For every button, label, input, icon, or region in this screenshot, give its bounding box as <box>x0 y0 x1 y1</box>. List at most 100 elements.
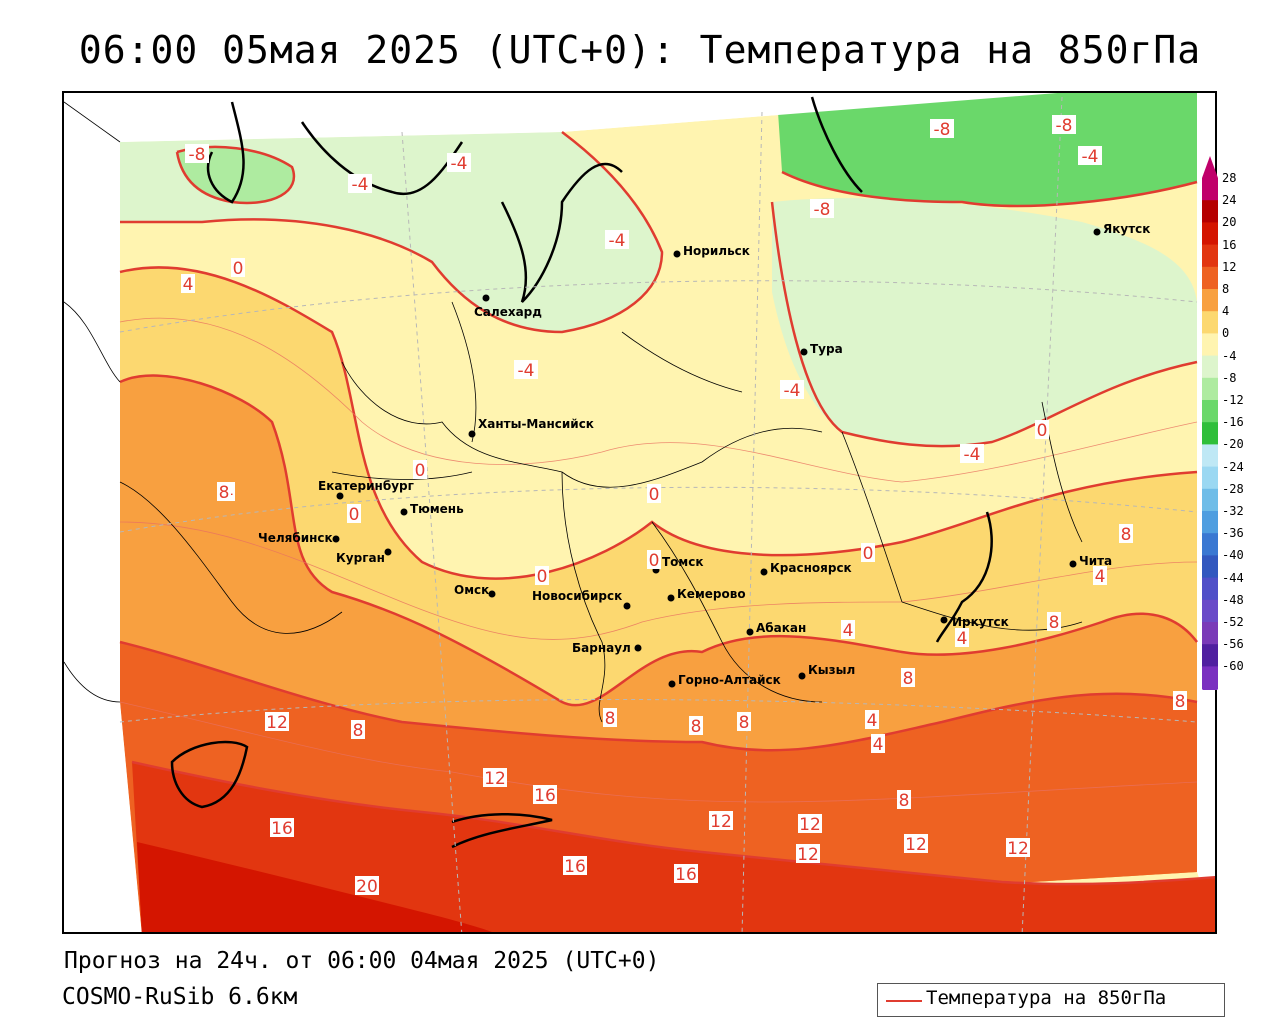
colorscale-swatch <box>1202 444 1218 468</box>
city-label-barnaul: Барнаул <box>572 641 631 655</box>
contour-label-bg <box>535 566 549 585</box>
model-name: COSMO-RuSib 6.6км <box>62 984 298 1010</box>
region-borders <box>64 101 1083 723</box>
city-label-khanty-mansiysk: Ханты-Мансийск <box>478 417 594 431</box>
colorscale-tick-label: 12 <box>1222 259 1237 274</box>
contour-value-label: 8 <box>691 717 702 737</box>
contour-value-label: -8 <box>934 120 951 140</box>
colorscale-swatch <box>1202 222 1218 246</box>
contour-value-label: 12 <box>797 845 819 865</box>
contour-value-label: -8 <box>189 145 206 165</box>
contour-value-label: 4 <box>843 621 854 641</box>
colorscale-arrow-bottom <box>1202 688 1218 690</box>
contour-label-bg <box>348 174 372 193</box>
colorscale-tick-label: -4 <box>1222 348 1237 363</box>
colorscale-tick-label: -60 <box>1222 659 1244 674</box>
contour-label-bg <box>351 720 365 739</box>
temperature-map[interactable]: Салехард Норильск Якутск Тура Ханты-Манс… <box>62 91 1217 934</box>
contour-value-label: 16 <box>564 857 586 877</box>
contour-label-bg <box>447 153 471 172</box>
map-legend: Температура на 850гПа <box>877 983 1225 1017</box>
contour-value-label: -4 <box>352 175 369 195</box>
city-label-chelyabinsk: Челябинск <box>258 531 333 545</box>
outside-domain-top <box>64 93 1215 202</box>
colorscale-tick-label: -8 <box>1222 370 1237 385</box>
contour-label-bg <box>737 712 751 731</box>
contour-value-label: 0 <box>537 567 548 587</box>
city-dot <box>468 430 476 438</box>
colorscale-swatch <box>1202 400 1218 423</box>
colorscale-swatch <box>1202 622 1218 645</box>
contour-label-bg <box>1047 612 1061 631</box>
colorscale-swatch <box>1202 377 1218 401</box>
map-canvas: Салехард Норильск Якутск Тура Ханты-Манс… <box>64 93 1215 932</box>
city-label-novosibirsk: Новосибирск <box>532 589 622 603</box>
contour-value-label: 12 <box>799 815 821 835</box>
contour-value-label: 8 <box>903 669 914 689</box>
city-dot <box>667 594 675 602</box>
colorscale-swatch <box>1202 333 1218 357</box>
city-dot <box>336 492 344 500</box>
city-dot <box>384 548 392 556</box>
contour-label-bg <box>605 230 629 249</box>
contour-label-bg <box>674 864 698 883</box>
contour-value-label: 0 <box>349 505 360 525</box>
city-dot <box>1069 560 1077 568</box>
colorscale-swatch <box>1202 533 1218 556</box>
contour-label-bg <box>563 856 587 875</box>
contour-value-label: 4 <box>1095 567 1106 587</box>
contour-value-label: 8 <box>219 483 230 503</box>
contour-label-bg <box>1078 146 1102 165</box>
contour-label-bg <box>270 818 294 837</box>
contour-value-label: 16 <box>534 786 556 806</box>
contour-label-bg <box>1173 691 1187 710</box>
contour-label-bg <box>1093 566 1107 585</box>
contour-label-bg <box>603 708 617 727</box>
city-dot <box>940 616 948 624</box>
contour-value-label: 4 <box>873 735 884 755</box>
contour-label-bg <box>841 620 855 639</box>
contour-value-label: 8 <box>353 721 364 741</box>
forecast-info: Прогноз на 24ч. от 06:00 04мая 2025 (UTC… <box>64 948 660 974</box>
contour-value-label: 12 <box>266 713 288 733</box>
colorscale-tick-label: -44 <box>1222 570 1244 585</box>
colorscale-tick-label: 28 <box>1222 171 1237 185</box>
city-label-yekaterinburg: Екатеринбург <box>318 479 414 493</box>
city-dot <box>668 680 676 688</box>
city-label-omsk: Омск <box>454 583 489 597</box>
colorscale-tick-label: -48 <box>1222 592 1244 607</box>
contour-label-bg <box>871 734 885 753</box>
colorscale-swatch <box>1202 178 1218 201</box>
contour-value-label: 0 <box>649 551 660 571</box>
contour-label-bg <box>533 785 557 804</box>
colorscale-swatch <box>1202 355 1218 379</box>
contour-value-label: 8 <box>605 709 616 729</box>
city-label-krasnoyarsk: Красноярск <box>770 561 852 575</box>
band-16 <box>132 762 1215 932</box>
contour-label-bg <box>647 484 661 503</box>
colorscale-swatch <box>1202 555 1218 579</box>
colorscale-tick-label: -56 <box>1222 637 1244 652</box>
contour-value-label: 12 <box>710 812 732 832</box>
contour-label-bg <box>865 710 879 729</box>
contour-label-bg <box>185 144 209 163</box>
city-dot <box>332 535 340 543</box>
contour-label-bg <box>217 482 231 501</box>
map-title: 06:00 05мая 2025 (UTC+0): Температура на… <box>78 28 1202 72</box>
contour-value-label: -8 <box>814 200 831 220</box>
colorscale-arrow-top <box>1202 156 1218 178</box>
colorscale-tick-label: -24 <box>1222 459 1244 474</box>
contour-value-label: 0 <box>863 544 874 564</box>
contour-label-bg <box>810 199 834 218</box>
city-label-tyumen: Тюмень <box>410 502 464 516</box>
city-label-kurgan: Курган <box>336 551 385 565</box>
contour-label-bg <box>1035 420 1049 439</box>
contour-label-bg <box>265 712 289 731</box>
colorscale-swatch <box>1202 289 1218 312</box>
colorscale-tick-label: -16 <box>1222 415 1244 430</box>
contour-label-bg <box>798 814 822 833</box>
contour-value-label: 0 <box>649 485 660 505</box>
colorscale-tick-label: -52 <box>1222 615 1244 629</box>
contour-label-bg <box>181 274 195 293</box>
city-dot <box>673 250 681 258</box>
